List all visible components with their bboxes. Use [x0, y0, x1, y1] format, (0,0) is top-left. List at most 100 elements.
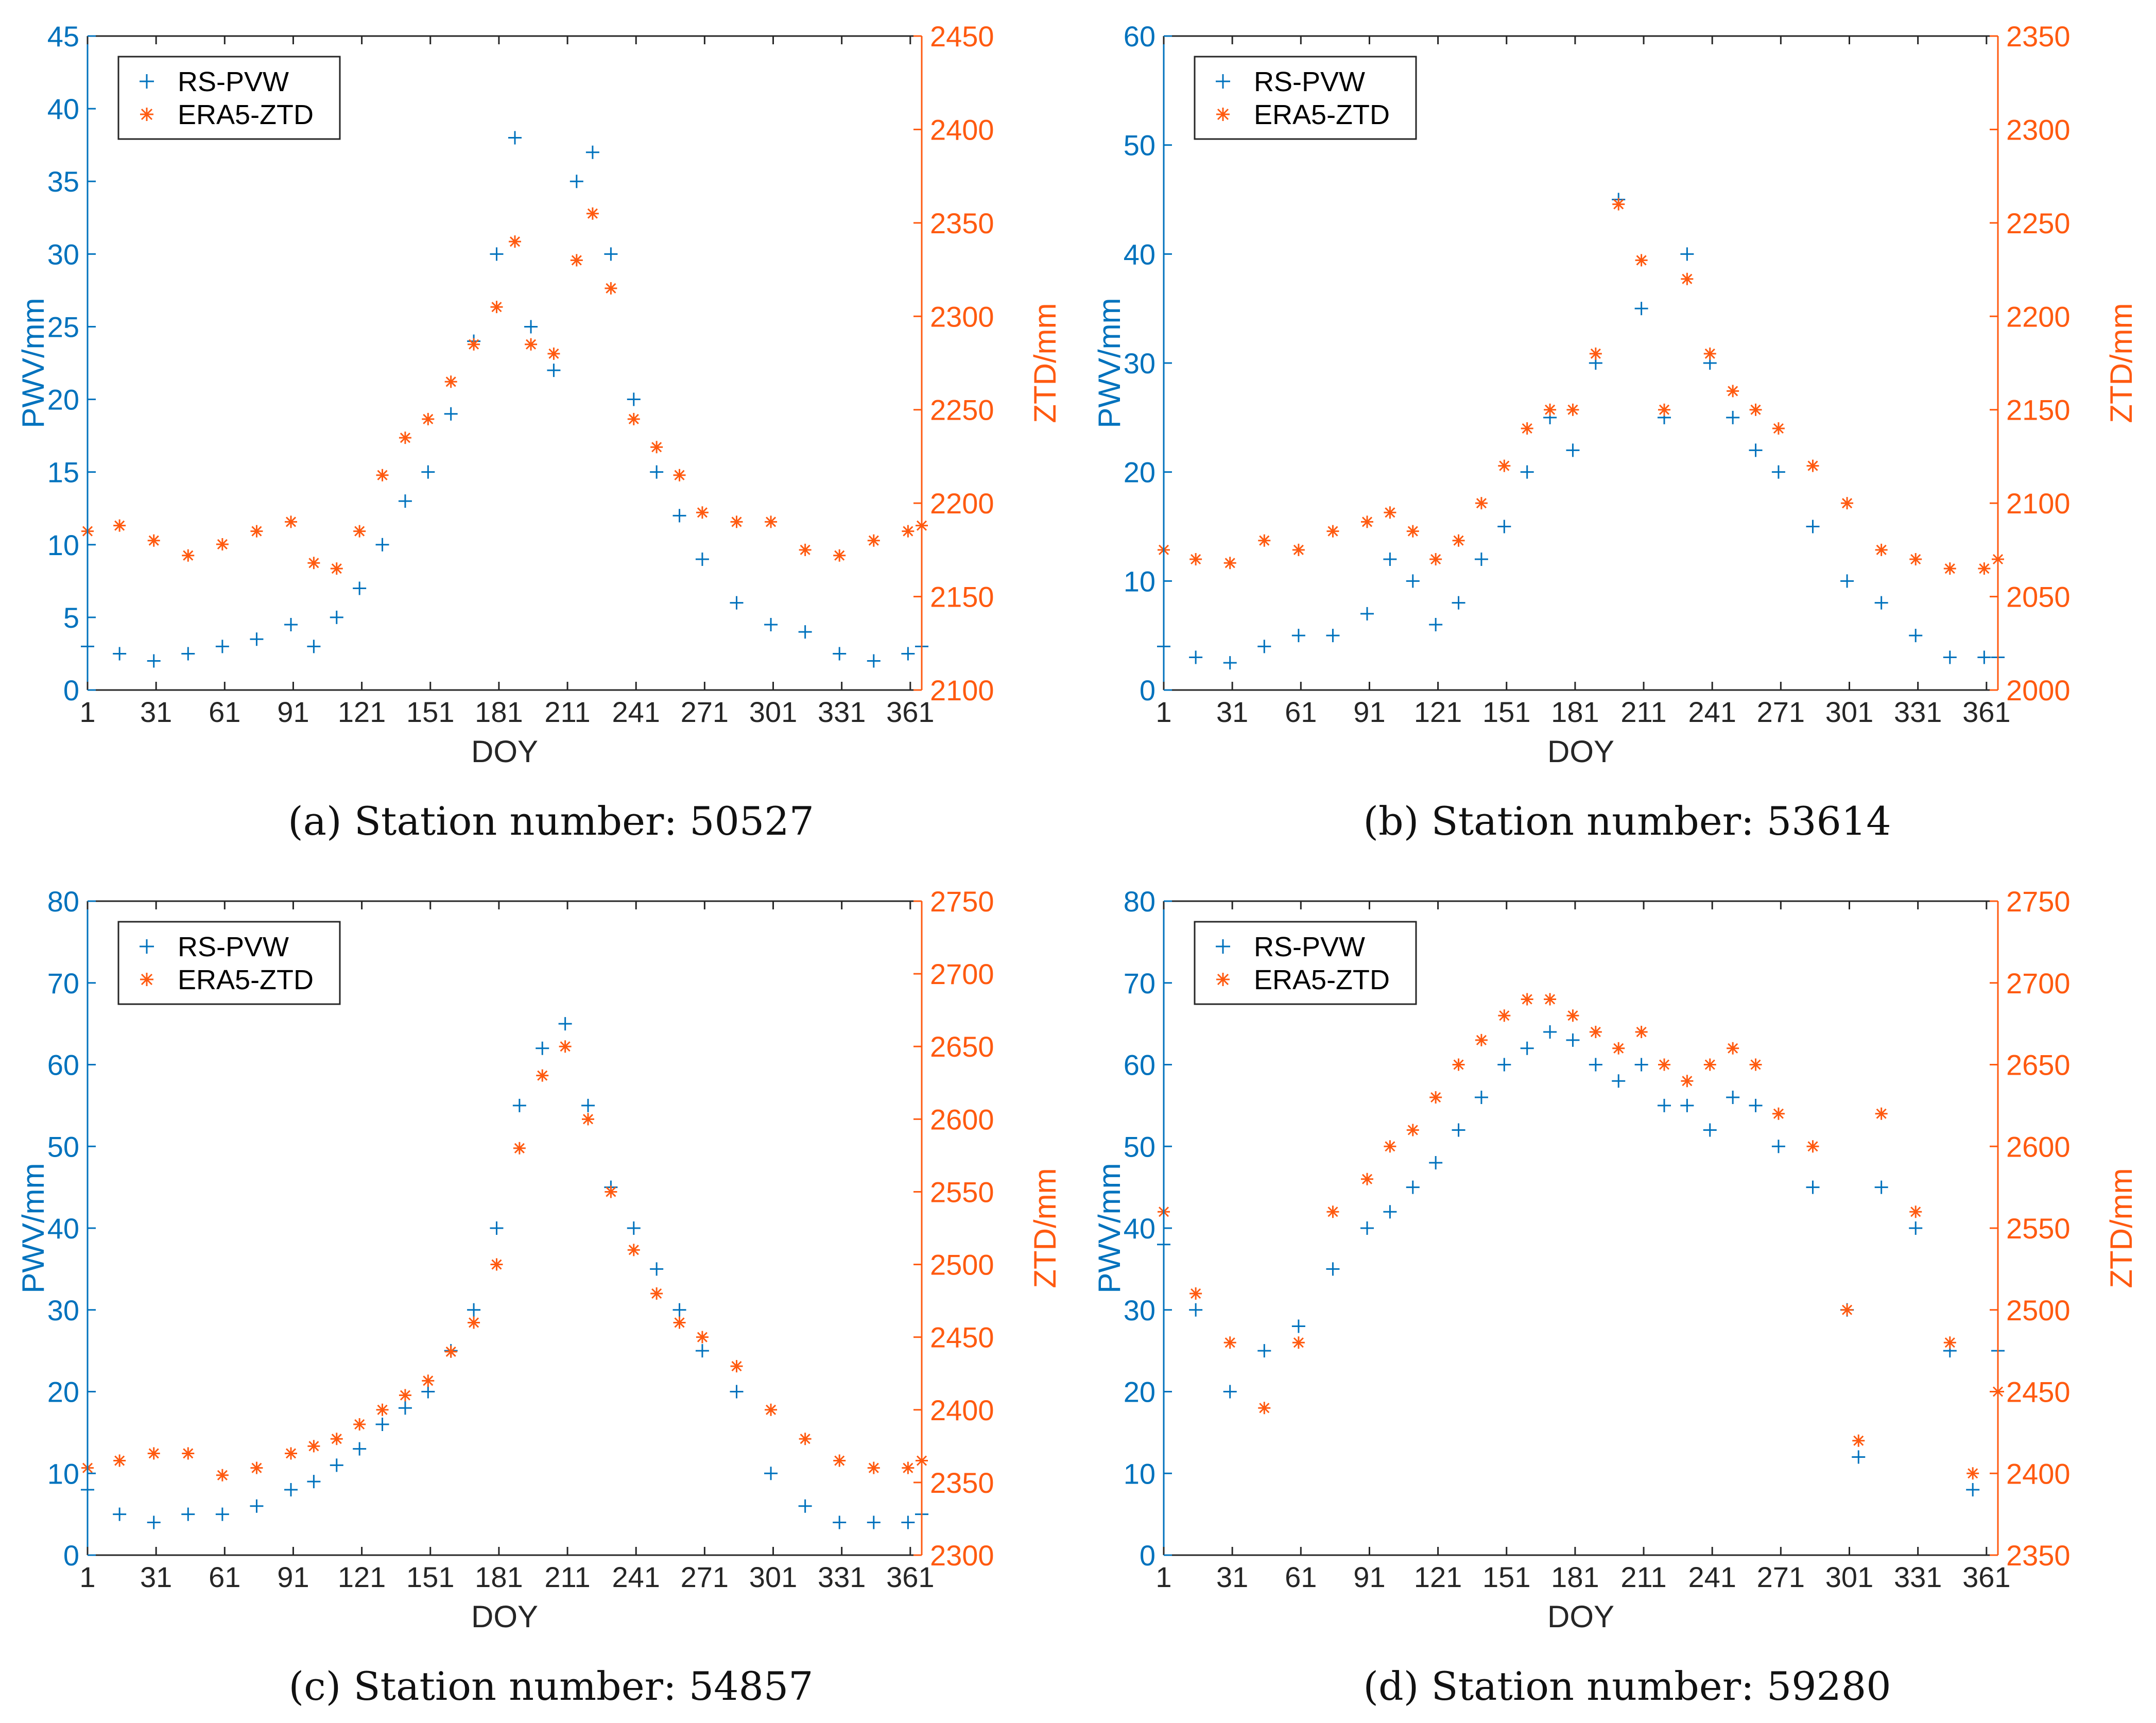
- data-point-ztd: [1727, 385, 1739, 398]
- data-point-ztd: [1967, 1467, 1979, 1480]
- y-right-axis-label: ZTD/mm: [1028, 1168, 1062, 1288]
- data-point-ztd: [696, 1331, 709, 1343]
- x-tick-label: 151: [1482, 1561, 1530, 1593]
- data-point-ztd: [1875, 1107, 1888, 1120]
- data-point-pwv: [444, 407, 458, 421]
- y-left-axis-label: PWV/mm: [21, 1163, 50, 1293]
- data-point-pwv: [1771, 465, 1785, 479]
- data-point-ztd: [730, 1360, 743, 1373]
- data-point-ztd: [1429, 1091, 1442, 1104]
- x-tick-label: 241: [1688, 696, 1736, 728]
- y-right-tick-label: 2250: [930, 394, 994, 426]
- data-point-ztd: [216, 1469, 229, 1481]
- data-point-pwv: [1291, 629, 1305, 643]
- x-tick-label: 1: [79, 696, 95, 728]
- data-point-ztd: [147, 534, 160, 547]
- y-right-tick-label: 2750: [930, 885, 994, 918]
- data-point-pwv: [421, 465, 435, 479]
- data-point-ztd: [1258, 1402, 1271, 1415]
- y-right-tick-label: 2100: [930, 674, 994, 707]
- data-point-pwv: [833, 647, 847, 661]
- y-left-tick-label: 30: [1124, 347, 1155, 380]
- x-tick-label: 181: [1551, 696, 1599, 728]
- x-tick-label: 271: [1757, 1561, 1805, 1593]
- x-axis-label: DOY: [1547, 734, 1614, 769]
- data-point-ztd: [1521, 993, 1533, 1006]
- data-point-ztd: [1406, 1124, 1419, 1136]
- data-point-pwv: [1726, 410, 1740, 424]
- data-point-ztd: [586, 207, 599, 220]
- data-point-ztd: [399, 1389, 411, 1402]
- data-point-pwv: [1474, 553, 1488, 566]
- x-tick-label: 151: [406, 696, 454, 728]
- data-point-ztd: [1544, 993, 1557, 1006]
- x-tick-label: 301: [749, 1561, 797, 1593]
- data-point-ztd: [1909, 553, 1922, 565]
- data-point-ztd: [1875, 543, 1888, 556]
- data-point-pwv: [570, 175, 583, 188]
- x-tick-label: 211: [1620, 696, 1666, 728]
- scatter-chart-d: 1 31 61 91 121 151 181 211 241 271 301 331 361 0 10 20 3…: [1097, 885, 2138, 1634]
- data-point-pwv: [1634, 302, 1648, 316]
- data-point-ztd: [1772, 1107, 1785, 1120]
- data-point-pwv: [585, 145, 599, 159]
- y-right-tick-label: 2500: [930, 1249, 994, 1281]
- chart-panel-a: 1 31 61 91 121 151 181 211 241 271 301 331 361 0 5 10 15…: [21, 10, 1081, 855]
- data-point-ztd: [444, 1345, 457, 1358]
- data-point-ztd: [376, 469, 389, 481]
- x-tick-label: 211: [544, 1561, 590, 1593]
- data-point-ztd: [1612, 198, 1625, 211]
- chart-caption-c: (c) Station number: 54857: [288, 1663, 814, 1709]
- data-point-pwv: [467, 1303, 481, 1317]
- data-point-pwv: [1189, 650, 1203, 664]
- y-left-tick-label: 30: [1124, 1294, 1155, 1326]
- data-point-ztd: [1703, 347, 1716, 360]
- data-point-ztd: [1841, 497, 1854, 510]
- data-point-pwv: [901, 647, 915, 661]
- data-point-pwv: [695, 553, 709, 566]
- chart-caption-d: (d) Station number: 59280: [1363, 1663, 1891, 1709]
- data-point-ztd: [147, 1447, 160, 1460]
- data-point-pwv: [1726, 1091, 1740, 1104]
- data-point-pwv: [604, 247, 618, 261]
- data-point-ztd: [1635, 1026, 1648, 1038]
- data-point-ztd: [422, 412, 435, 425]
- data-point-pwv: [833, 1515, 847, 1529]
- data-point-pwv: [330, 1458, 343, 1472]
- y-right-tick-label: 2150: [930, 581, 994, 613]
- data-point-ztd: [1943, 562, 1956, 575]
- x-axis-label: DOY: [471, 734, 538, 769]
- legend-marker-pwv: [1216, 939, 1230, 954]
- data-point-ztd: [376, 1403, 389, 1416]
- data-point-pwv: [1291, 1319, 1305, 1333]
- y-left-tick-label: 15: [47, 456, 79, 489]
- data-point-ztd: [525, 338, 538, 351]
- data-point-pwv: [508, 131, 522, 145]
- data-point-ztd: [285, 515, 298, 528]
- y-left-tick-label: 40: [1124, 238, 1155, 270]
- data-point-ztd: [113, 519, 126, 532]
- data-point-pwv: [798, 1499, 812, 1513]
- x-tick-label: 211: [1620, 1561, 1666, 1593]
- data-point-ztd: [513, 1142, 526, 1155]
- data-point-ztd: [1429, 553, 1442, 565]
- data-point-pwv: [1840, 574, 1854, 588]
- x-tick-label: 211: [544, 696, 590, 728]
- data-point-ztd: [1384, 1140, 1396, 1153]
- data-point-pwv: [375, 538, 389, 552]
- data-point-pwv: [1360, 1221, 1374, 1235]
- x-tick-label: 1: [1155, 1561, 1171, 1593]
- data-point-pwv: [1977, 650, 1991, 664]
- data-point-ztd: [765, 1403, 778, 1416]
- data-point-ztd: [444, 375, 457, 388]
- y-right-axis-label: ZTD/mm: [1028, 303, 1062, 423]
- legend-marker-ztd: [140, 973, 153, 986]
- data-point-pwv: [1771, 1140, 1785, 1153]
- data-point-ztd: [1806, 459, 1819, 472]
- y-left-tick-label: 40: [47, 93, 79, 125]
- data-point-pwv: [1806, 1180, 1820, 1194]
- legend-label-ztd: ERA5-ZTD: [1254, 99, 1390, 130]
- x-tick-label: 181: [475, 696, 523, 728]
- legend-label-pwv: RS-PVW: [1254, 932, 1365, 962]
- y-right-tick-label: 2450: [2006, 1376, 2071, 1408]
